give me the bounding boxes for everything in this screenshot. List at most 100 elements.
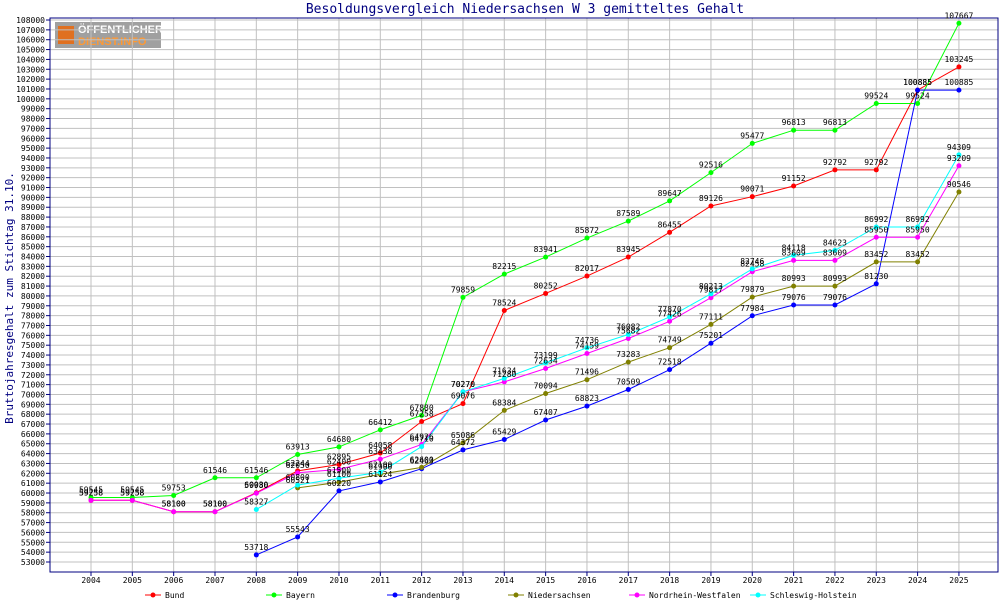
y-tick-label: 69000 xyxy=(21,400,45,409)
data-label: 86455 xyxy=(658,220,682,229)
y-tick-label: 70000 xyxy=(21,390,45,399)
y-tick-label: 103000 xyxy=(16,65,45,74)
data-label: 78524 xyxy=(492,298,516,307)
data-label: 65429 xyxy=(492,428,516,437)
data-label: 69076 xyxy=(451,392,475,401)
data-label: 79859 xyxy=(451,285,475,294)
data-label: 85950 xyxy=(906,225,930,234)
data-label: 60220 xyxy=(327,479,351,488)
data-point xyxy=(956,189,962,195)
legend-swatch-marker xyxy=(150,592,156,598)
data-label: 77426 xyxy=(658,309,682,318)
data-label: 64680 xyxy=(327,435,351,444)
data-label: 92792 xyxy=(864,158,888,167)
y-tick-label: 106000 xyxy=(16,36,45,45)
data-label: 77984 xyxy=(740,304,764,313)
series-line xyxy=(91,165,960,513)
data-label: 96813 xyxy=(823,118,847,127)
y-tick-label: 78000 xyxy=(21,312,45,321)
y-tick-label: 94000 xyxy=(21,154,45,163)
x-tick-label: 2004 xyxy=(81,576,100,585)
x-tick-label: 2022 xyxy=(825,576,844,585)
data-label: 55543 xyxy=(286,525,310,534)
x-tick-label: 2019 xyxy=(701,576,720,585)
data-label: 83609 xyxy=(823,248,847,257)
legend-swatch-marker xyxy=(755,592,761,598)
y-tick-label: 107000 xyxy=(16,26,45,35)
data-label: 79076 xyxy=(823,293,847,302)
x-tick-label: 2016 xyxy=(577,576,596,585)
logo-emblem xyxy=(58,26,74,44)
chart-title: Besoldungsvergleich Niedersachsen W 3 ge… xyxy=(306,2,744,17)
data-label: 89647 xyxy=(658,189,682,198)
y-tick-label: 97000 xyxy=(21,124,45,133)
series-line xyxy=(91,23,960,498)
data-label: 99524 xyxy=(864,92,888,101)
data-label: 74159 xyxy=(575,341,599,350)
data-label: 100885 xyxy=(944,78,973,87)
y-axis-label: Bruttojahresgehalt zum Stichtag 31.10. xyxy=(3,172,16,424)
data-label: 84118 xyxy=(782,243,806,252)
y-tick-label: 60000 xyxy=(21,489,45,498)
y-tick-label: 80000 xyxy=(21,292,45,301)
y-tick-label: 108000 xyxy=(16,16,45,25)
data-label: 63913 xyxy=(286,442,310,451)
x-tick-label: 2008 xyxy=(247,576,266,585)
data-label: 79076 xyxy=(782,293,806,302)
data-point xyxy=(956,163,962,169)
y-tick-label: 85000 xyxy=(21,243,45,252)
data-label: 62463 xyxy=(410,457,434,466)
data-label: 68823 xyxy=(575,394,599,403)
data-label: 82458 xyxy=(740,260,764,269)
data-label: 92792 xyxy=(823,158,847,167)
y-tick-label: 59000 xyxy=(21,499,45,508)
series-lines xyxy=(88,20,962,558)
data-label: 59753 xyxy=(162,483,186,492)
data-label: 83452 xyxy=(906,250,930,259)
x-tick-label: 2007 xyxy=(205,576,224,585)
series-line xyxy=(256,154,960,510)
data-label: 80993 xyxy=(782,274,806,283)
data-label: 61124 xyxy=(368,470,392,479)
x-tick-label: 2015 xyxy=(536,576,555,585)
data-label: 96813 xyxy=(782,118,806,127)
data-label: 62100 xyxy=(368,460,392,469)
y-tick-label: 87000 xyxy=(21,223,45,232)
data-label: 75201 xyxy=(699,331,723,340)
x-tick-label: 2020 xyxy=(743,576,762,585)
y-tick-label: 54000 xyxy=(21,548,45,557)
data-label: 74736 xyxy=(575,336,599,345)
data-label: 70270 xyxy=(451,380,475,389)
axes: 5300054000550005600057000580005900060000… xyxy=(16,16,999,585)
data-label: 58100 xyxy=(203,500,227,509)
legend-label: Nordrhein-Westfalen xyxy=(649,591,741,600)
data-label: 76082 xyxy=(616,323,640,332)
legend-item: Brandenburg xyxy=(387,591,460,600)
series-line xyxy=(256,89,959,556)
data-label: 67880 xyxy=(410,403,434,412)
data-label: 71634 xyxy=(492,366,516,375)
data-label: 60800 xyxy=(286,473,310,482)
y-tick-label: 88000 xyxy=(21,213,45,222)
data-label: 66412 xyxy=(368,418,392,427)
y-tick-label: 83000 xyxy=(21,262,45,271)
x-tick-label: 2005 xyxy=(123,576,142,585)
data-label: 90071 xyxy=(740,185,764,194)
y-tick-label: 72000 xyxy=(21,371,45,380)
x-tick-label: 2011 xyxy=(371,576,390,585)
data-label: 86992 xyxy=(864,215,888,224)
data-label: 62895 xyxy=(327,452,351,461)
y-tick-label: 66000 xyxy=(21,430,45,439)
data-label: 58100 xyxy=(162,500,186,509)
data-label: 107667 xyxy=(944,11,973,20)
x-tick-label: 2017 xyxy=(619,576,638,585)
logo: ÖFFENTLICHER DIENST.INFO xyxy=(55,22,163,48)
y-tick-label: 100000 xyxy=(16,95,45,104)
y-tick-label: 84000 xyxy=(21,253,45,262)
legend-item: Bayern xyxy=(266,591,315,600)
data-label: 85872 xyxy=(575,226,599,235)
y-tick-label: 93000 xyxy=(21,164,45,173)
data-label: 82017 xyxy=(575,264,599,273)
y-tick-label: 58000 xyxy=(21,509,45,518)
y-tick-label: 98000 xyxy=(21,115,45,124)
